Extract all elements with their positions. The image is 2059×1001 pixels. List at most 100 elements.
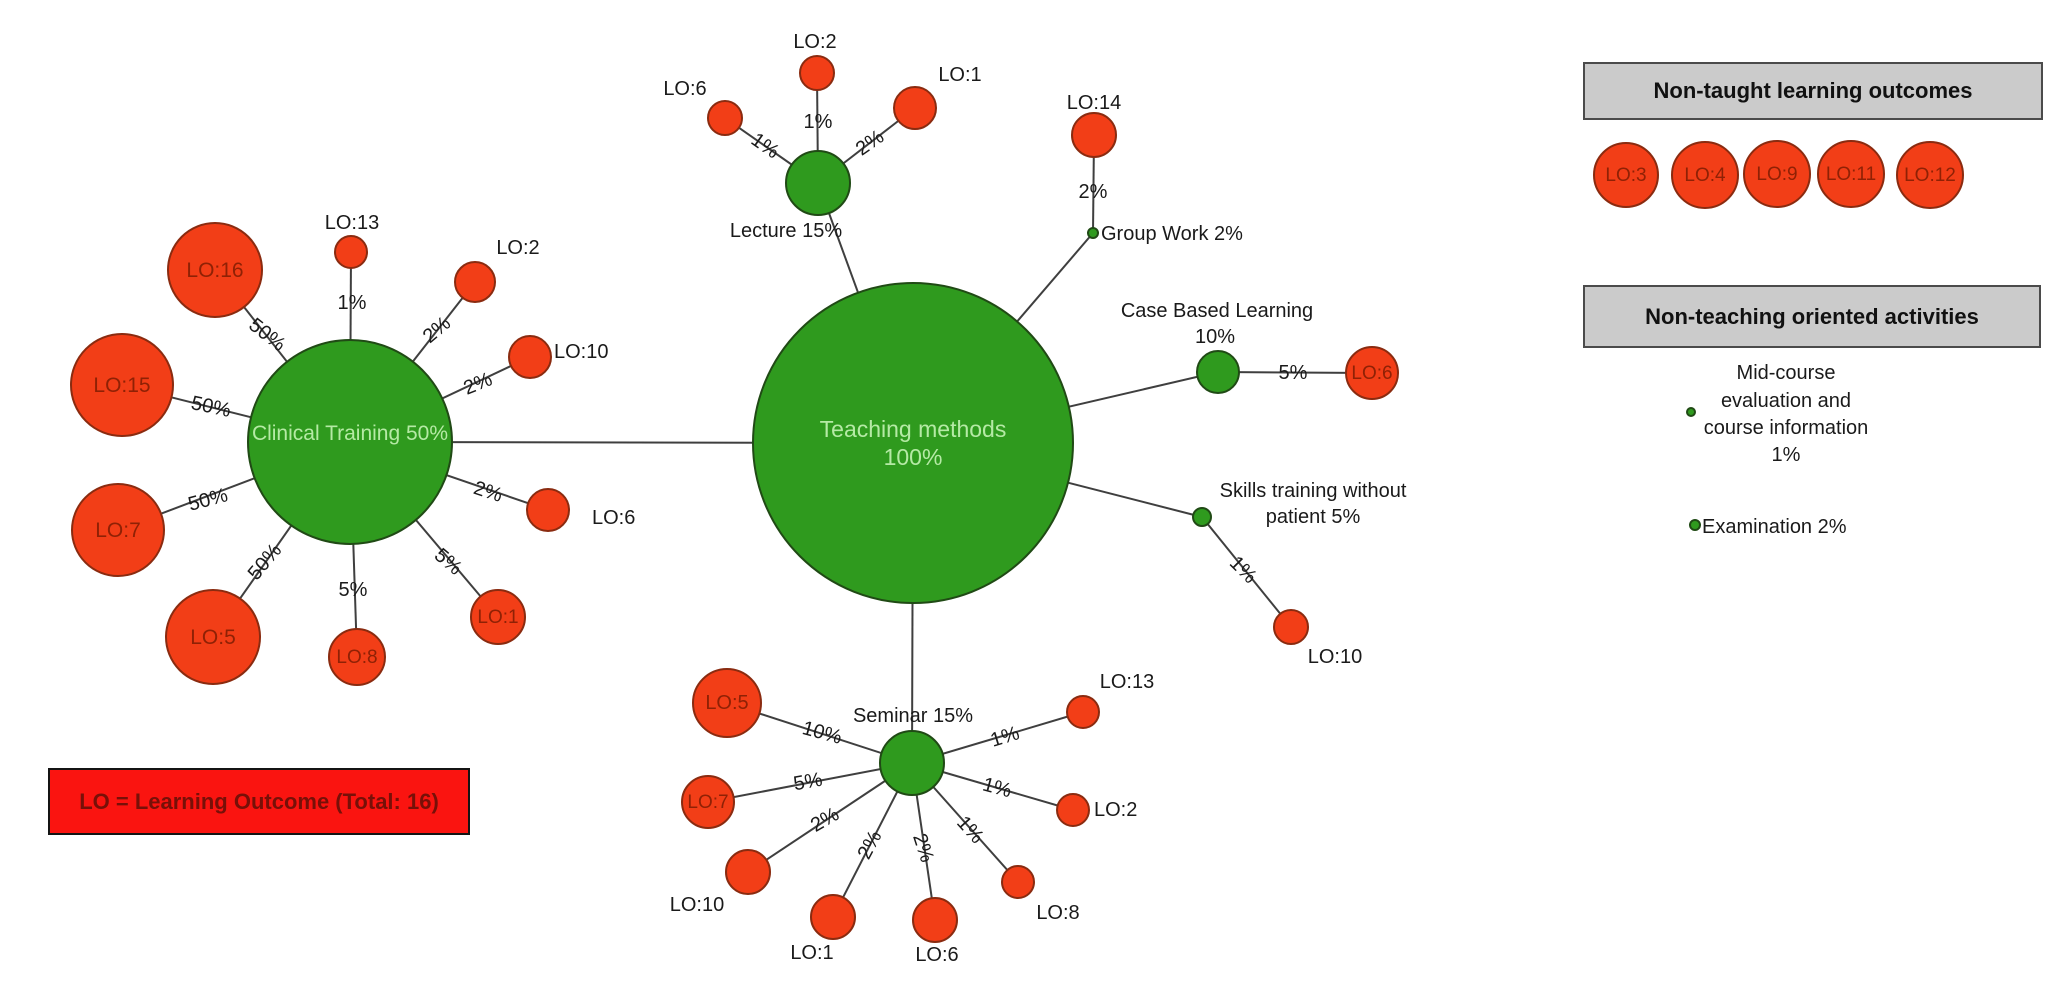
label-name-clinical-lo2: LO:2 [496, 237, 539, 259]
node-cbl [1196, 350, 1240, 394]
label-name-clinical-lo6: LO:6 [592, 507, 635, 529]
node-seminar-lo2 [1056, 793, 1090, 827]
legend-header-non-taught: Non-taught learning outcomes [1583, 62, 2043, 120]
node-exam-dot [1689, 519, 1701, 531]
edge-skills-skills-lo10 [1201, 516, 1292, 628]
node-seminar-lo10 [725, 849, 771, 895]
label-pct-clinical-lo6: 2% [471, 477, 505, 507]
node-seminar-lo1 [810, 894, 856, 940]
label-pct-seminar-lo5: 10% [800, 717, 845, 749]
label-pct-lecture-lo1: 2% [852, 126, 888, 161]
label-name-lecture-lo1: LO:1 [938, 64, 981, 86]
node-label-clinical: Clinical Training 50% [252, 422, 448, 445]
label-pct-clinical-lo10: 2% [460, 368, 495, 399]
legend-header-non-teaching: Non-teaching oriented activities [1583, 285, 2041, 348]
node-skills [1192, 507, 1212, 527]
node-label-clinical-lo1: LO:1 [477, 607, 518, 628]
label-pct-lecture-lo2: 1% [804, 111, 833, 133]
node-lecture [785, 150, 851, 216]
node-legend-lo11 [1817, 140, 1885, 208]
node-label-teaching: Teaching methods 100% [820, 416, 1007, 470]
node-clinical-lo7 [71, 483, 165, 577]
node-label-clinical-lo8: LO:8 [336, 647, 377, 668]
node-clinical-lo1 [470, 589, 526, 645]
node-cbl-lo6 [1345, 346, 1399, 400]
label-legend-midcourse-2: evaluation and [1721, 390, 1851, 412]
node-seminar-lo7 [681, 775, 735, 829]
label-name-seminar-lo6: LO:6 [915, 944, 958, 966]
node-label-legend-lo12: LO:12 [1904, 165, 1956, 186]
label-title-lecture: Lecture 15% [730, 220, 843, 242]
label-pct-clinical-lo13: 1% [338, 292, 367, 314]
node-legend-lo9 [1743, 140, 1811, 208]
label-title-skills-2: patient 5% [1266, 506, 1361, 528]
node-label-clinical-lo5: LO:5 [190, 626, 236, 649]
label-pct-seminar-lo6: 2% [908, 831, 938, 865]
node-clinical-lo8 [328, 628, 386, 686]
label-pct-clinical-lo2: 2% [419, 312, 455, 348]
node-label-clinical-lo16: LO:16 [186, 259, 243, 282]
node-clinical-lo13 [334, 235, 368, 269]
learning-outcome-note-box: LO = Learning Outcome (Total: 16) [48, 768, 470, 835]
label-name-seminar-lo1: LO:1 [790, 942, 833, 964]
label-pct-lecture-lo6: 1% [747, 129, 783, 164]
node-teaching [752, 282, 1074, 604]
node-label-clinical-lo7: LO:7 [95, 519, 141, 542]
label-name-seminar-lo10: LO:10 [670, 894, 724, 916]
node-lecture-lo2 [799, 55, 835, 91]
node-clinical-lo16 [167, 222, 263, 318]
node-label-legend-lo11: LO:11 [1826, 164, 1876, 185]
node-label-legend-lo9: LO:9 [1756, 164, 1797, 185]
node-label-seminar-lo5: LO:5 [705, 692, 748, 714]
node-clinical-lo6 [526, 488, 570, 532]
edge-seminar-seminar-lo7 [707, 762, 913, 803]
label-legend-midcourse-3: course information [1704, 417, 1869, 439]
node-seminar-lo6 [912, 897, 958, 943]
node-groupwork-lo14 [1071, 112, 1117, 158]
label-name-lecture-lo2: LO:2 [793, 31, 836, 53]
label-pct-cbl-lo6: 5% [1279, 362, 1308, 384]
label-legend-examination: Examination 2% [1702, 516, 1847, 538]
label-pct-seminar-lo7: 5% [792, 769, 825, 796]
label-title-cbl-2: 10% [1195, 326, 1235, 348]
node-clinical-lo2 [454, 261, 496, 303]
node-label-seminar-lo7: LO:7 [687, 792, 728, 813]
node-legend-lo3 [1593, 142, 1659, 208]
node-clinical-lo5 [165, 589, 261, 685]
node-skills-lo10 [1273, 609, 1309, 645]
label-legend-midcourse-4: 1% [1772, 444, 1801, 466]
node-label-legend-lo4: LO:4 [1684, 165, 1726, 186]
node-label-legend-lo3: LO:3 [1605, 165, 1646, 186]
node-legend-lo12 [1896, 141, 1964, 209]
label-name-clinical-lo10: LO:10 [554, 341, 608, 363]
label-title-skills-1: Skills training without [1220, 480, 1407, 502]
label-pct-seminar-lo13: 1% [988, 722, 1022, 752]
label-name-lecture-lo6: LO:6 [663, 78, 706, 100]
node-seminar-lo5 [692, 668, 762, 738]
node-label-cbl-lo6: LO:6 [1351, 363, 1392, 384]
node-midcourse-dot [1686, 407, 1696, 417]
label-pct-seminar-lo10: 2% [807, 803, 843, 837]
node-label-clinical-lo15: LO:15 [93, 374, 150, 397]
node-seminar-lo8 [1001, 865, 1035, 899]
label-pct-clinical-lo8: 5% [339, 579, 368, 601]
label-title-cbl-1: Case Based Learning [1121, 300, 1313, 322]
node-groupwork [1087, 227, 1099, 239]
node-clinical-lo10 [508, 335, 552, 379]
label-name-clinical-lo13: LO:13 [325, 212, 379, 234]
label-name-seminar-lo2: LO:2 [1094, 799, 1137, 821]
label-title-groupwork: Group Work 2% [1101, 223, 1243, 245]
label-pct-seminar-lo2: 1% [980, 774, 1014, 803]
node-clinical-lo15 [70, 333, 174, 437]
node-lecture-lo6 [707, 100, 743, 136]
label-pct-clinical-lo16: 50% [244, 314, 289, 356]
label-name-skills-lo10: LO:10 [1308, 646, 1362, 668]
node-seminar-lo13 [1066, 695, 1100, 729]
label-name-seminar-lo13: LO:13 [1100, 671, 1154, 693]
node-lecture-lo1 [893, 86, 937, 130]
label-name-groupwork-lo14: LO:14 [1067, 92, 1121, 114]
node-legend-lo4 [1671, 141, 1739, 209]
label-pct-clinical-lo7: 50% [186, 484, 231, 516]
label-legend-midcourse-1: Mid-course [1737, 362, 1836, 384]
